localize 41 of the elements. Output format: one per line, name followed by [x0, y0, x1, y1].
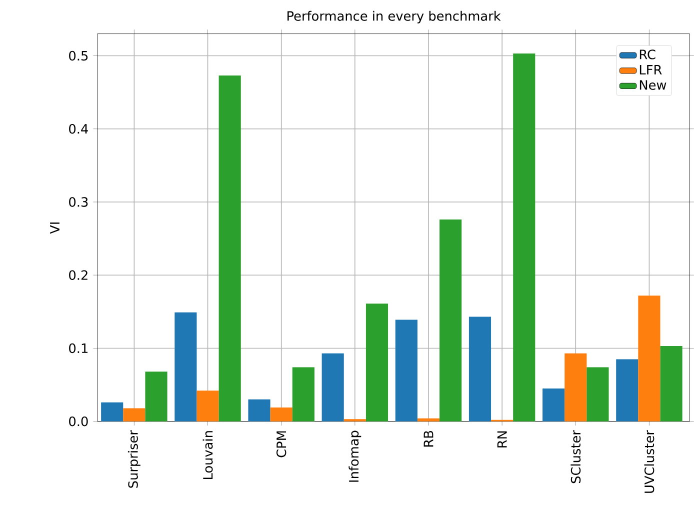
- bar: [270, 408, 292, 422]
- bar: [174, 312, 197, 422]
- legend-label: New: [640, 80, 666, 90]
- bar: [586, 367, 609, 422]
- y-tick-label: 0.3: [69, 197, 88, 207]
- bar: [292, 367, 314, 422]
- bar: [196, 390, 219, 422]
- bar: [638, 296, 660, 422]
- bar: [513, 54, 536, 422]
- y-tick-label: 0.4: [69, 124, 88, 134]
- bar: [468, 316, 492, 422]
- bar: [616, 359, 638, 422]
- x-tick-label: Surpriser: [128, 430, 140, 488]
- x-tick-label: UVCluster: [644, 430, 654, 493]
- bar: [145, 372, 168, 422]
- bar: [660, 346, 682, 422]
- chart-title: Performance in every benchmark: [288, 11, 501, 24]
- bar: [322, 353, 344, 422]
- y-tick-label: 0.2: [69, 270, 88, 280]
- x-tick-label: SCluster: [570, 430, 581, 484]
- y-tick-label: 0.1: [69, 343, 88, 354]
- bar: [248, 400, 270, 422]
- legend-label: LFR: [640, 65, 662, 75]
- y-tick-label: 0.5: [69, 50, 88, 61]
- bar: [218, 76, 241, 422]
- x-tick-label: Infomap: [348, 430, 362, 482]
- y-tick-label: 0.0: [69, 416, 88, 426]
- legend-label: RC: [640, 50, 656, 60]
- bar: [440, 220, 462, 422]
- x-tick-label: CPM: [276, 431, 286, 458]
- x-tick-label: Louvain: [202, 431, 213, 480]
- y-axis-title: VI: [50, 222, 60, 234]
- bar: [123, 408, 146, 422]
- bar: [417, 418, 440, 422]
- x-tick-label: RB: [424, 431, 434, 447]
- bar: [395, 320, 418, 422]
- bar: [101, 402, 124, 422]
- bar: [564, 353, 587, 422]
- bar: [542, 388, 565, 422]
- x-tick-label: RN: [497, 431, 507, 448]
- bar: [366, 304, 388, 422]
